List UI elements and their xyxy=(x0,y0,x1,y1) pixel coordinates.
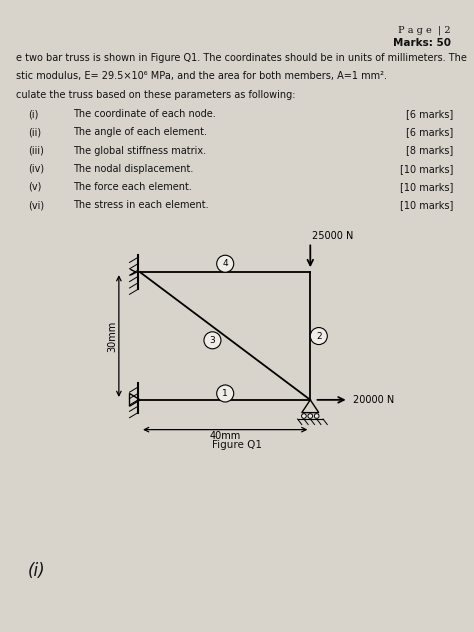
Text: The stress in each element.: The stress in each element. xyxy=(73,200,209,210)
Text: [6 marks]: [6 marks] xyxy=(406,109,453,119)
Text: (i): (i) xyxy=(27,109,38,119)
Text: P a g e  | 2: P a g e | 2 xyxy=(398,26,451,35)
Text: Figure Q1: Figure Q1 xyxy=(212,441,262,451)
Text: The coordinate of each node.: The coordinate of each node. xyxy=(73,109,216,119)
Text: (ii): (ii) xyxy=(27,127,41,137)
Text: (iv): (iv) xyxy=(27,164,44,174)
Text: stic modulus, E= 29.5×10⁶ MPa, and the area for both members, A=1 mm².: stic modulus, E= 29.5×10⁶ MPa, and the a… xyxy=(16,71,387,82)
Text: 1: 1 xyxy=(222,389,228,398)
Text: e two bar truss is shown in Figure Q1. The coordinates should be in units of mil: e two bar truss is shown in Figure Q1. T… xyxy=(16,53,467,63)
Circle shape xyxy=(301,414,306,418)
Circle shape xyxy=(308,414,313,418)
Text: [10 marks]: [10 marks] xyxy=(400,200,453,210)
Circle shape xyxy=(217,385,234,402)
Circle shape xyxy=(314,414,319,418)
Text: The nodal displacement.: The nodal displacement. xyxy=(73,164,193,174)
Text: 4: 4 xyxy=(222,259,228,268)
Text: [8 marks]: [8 marks] xyxy=(406,145,453,155)
Text: (iii): (iii) xyxy=(27,145,44,155)
Text: [10 marks]: [10 marks] xyxy=(400,182,453,192)
Text: Marks: 50: Marks: 50 xyxy=(393,38,451,48)
Text: (v): (v) xyxy=(27,182,41,192)
Circle shape xyxy=(310,327,328,344)
Text: 2: 2 xyxy=(316,332,321,341)
Text: culate the truss based on these parameters as following:: culate the truss based on these paramete… xyxy=(16,90,296,100)
Text: (vi): (vi) xyxy=(27,200,44,210)
Text: (i): (i) xyxy=(27,562,46,580)
Text: 30mm: 30mm xyxy=(108,320,118,351)
Text: The global stiffness matrix.: The global stiffness matrix. xyxy=(73,145,206,155)
Circle shape xyxy=(204,332,221,349)
Text: The angle of each element.: The angle of each element. xyxy=(73,127,207,137)
Text: [6 marks]: [6 marks] xyxy=(406,127,453,137)
Text: 25000 N: 25000 N xyxy=(312,231,354,241)
Text: 3: 3 xyxy=(210,336,215,345)
Text: 20000 N: 20000 N xyxy=(353,395,394,405)
Text: The force each element.: The force each element. xyxy=(73,182,192,192)
Circle shape xyxy=(217,255,234,272)
Text: [10 marks]: [10 marks] xyxy=(400,164,453,174)
Text: 40mm: 40mm xyxy=(210,431,241,441)
